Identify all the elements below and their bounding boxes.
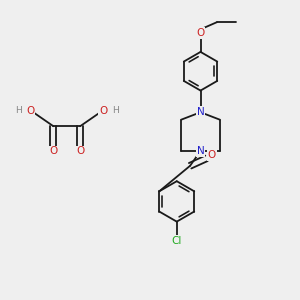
Text: H: H bbox=[15, 106, 22, 115]
Text: Cl: Cl bbox=[172, 236, 182, 246]
Text: N: N bbox=[197, 146, 204, 156]
Text: O: O bbox=[49, 146, 58, 157]
Text: N: N bbox=[197, 107, 204, 117]
Text: O: O bbox=[208, 150, 216, 160]
Text: O: O bbox=[26, 106, 34, 116]
Text: O: O bbox=[196, 28, 205, 38]
Text: O: O bbox=[99, 106, 107, 116]
Text: O: O bbox=[76, 146, 84, 157]
Text: H: H bbox=[112, 106, 119, 115]
